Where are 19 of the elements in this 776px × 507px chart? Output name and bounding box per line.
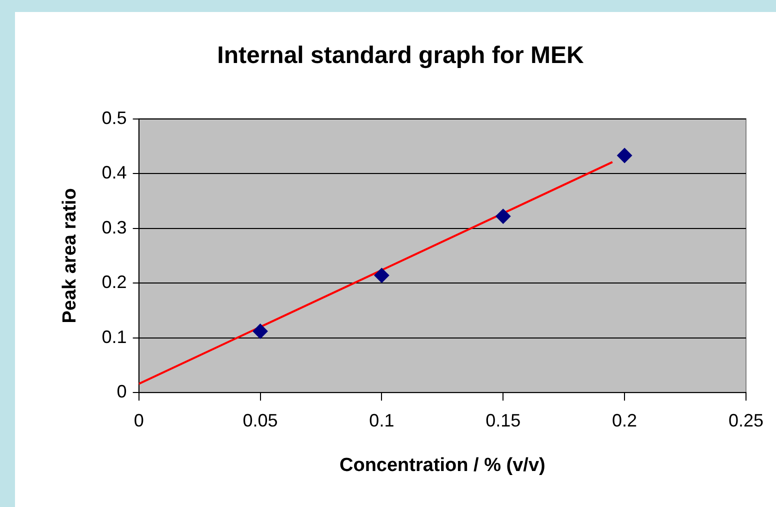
y-axis-title: Peak area ratio bbox=[60, 188, 81, 324]
y-tick-label: 0.2 bbox=[102, 272, 127, 292]
x-tick-label: 0 bbox=[134, 410, 144, 430]
y-tick-label: 0.3 bbox=[102, 217, 127, 238]
point bbox=[374, 268, 390, 283]
y-tick-label: 0 bbox=[116, 382, 127, 402]
x-tick-label: 0.05 bbox=[242, 410, 278, 430]
x-tick-label: 0.1 bbox=[369, 410, 394, 430]
x-tick-label: 0.15 bbox=[486, 410, 521, 430]
point bbox=[252, 324, 268, 339]
y-tick-label: 0.4 bbox=[102, 162, 127, 183]
x-axis-title: Concentration / % (v/v) bbox=[339, 454, 546, 476]
x-tick-label: 0.25 bbox=[728, 410, 764, 430]
point bbox=[496, 208, 511, 224]
x-tick-label: 0.2 bbox=[612, 410, 638, 430]
y-tick-label: 0.1 bbox=[102, 326, 127, 347]
point bbox=[617, 148, 632, 163]
chart-title: Internal standard graph for MEK bbox=[217, 42, 585, 70]
y-tick-label: 0.5 bbox=[102, 108, 127, 128]
